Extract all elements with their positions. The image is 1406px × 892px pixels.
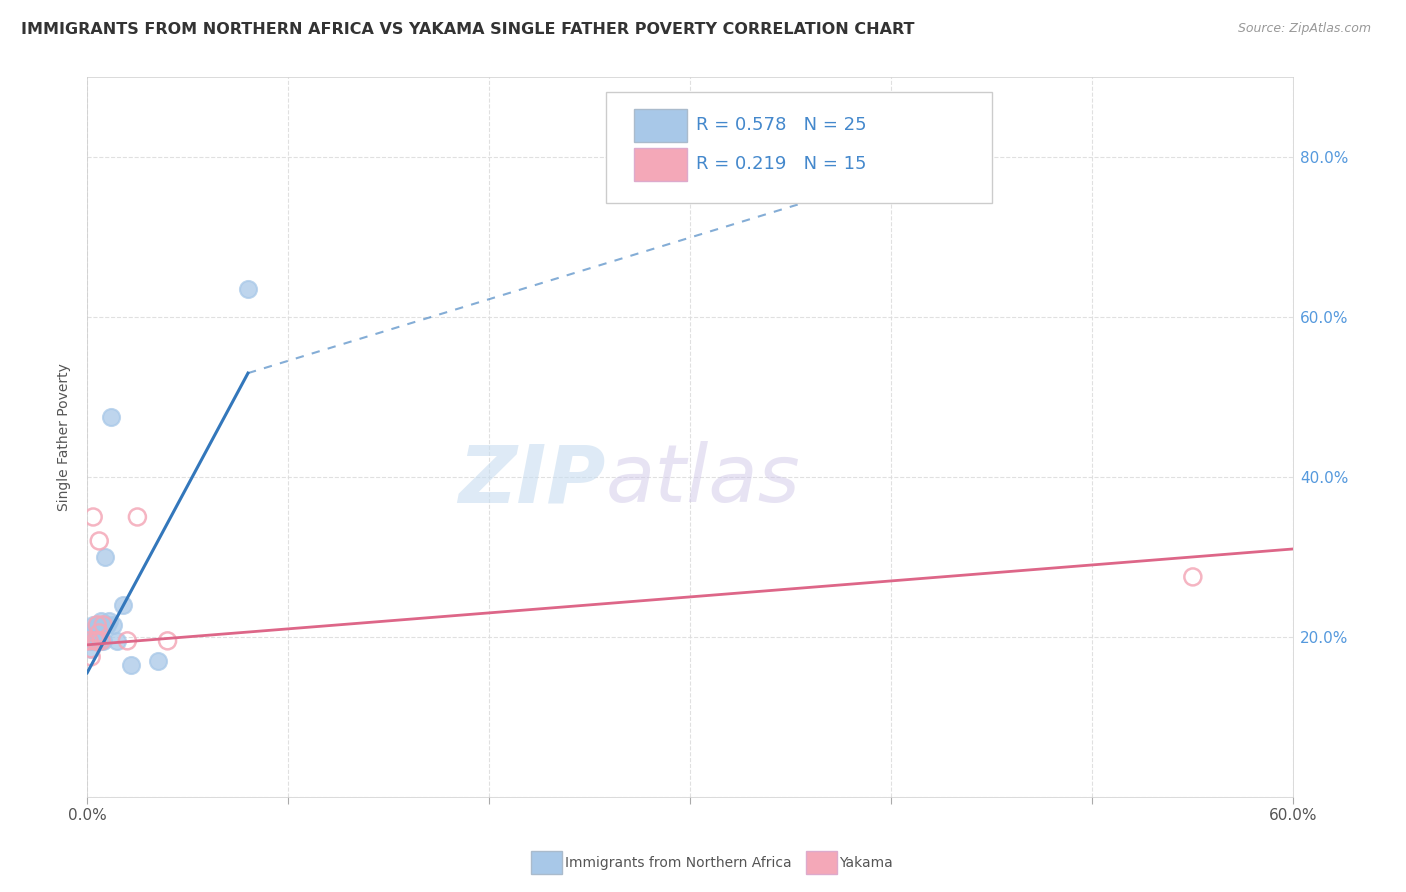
Point	[86, 618, 108, 632]
Point	[84, 622, 107, 636]
Text: Yakama: Yakama	[839, 855, 893, 870]
Point	[80, 630, 103, 644]
Point	[80, 641, 103, 656]
Point	[127, 510, 149, 524]
Point	[86, 633, 108, 648]
Point	[103, 618, 125, 632]
Point	[80, 649, 103, 664]
Point	[236, 282, 259, 296]
Point	[86, 618, 108, 632]
Point	[156, 633, 179, 648]
Point	[82, 618, 104, 632]
Point	[91, 618, 114, 632]
Point	[80, 641, 103, 656]
Point	[89, 618, 111, 632]
Point	[146, 654, 169, 668]
Point	[112, 598, 135, 612]
Point	[84, 633, 107, 648]
Point	[105, 633, 128, 648]
Y-axis label: Single Father Poverty: Single Father Poverty	[58, 363, 72, 511]
Point	[94, 549, 117, 564]
Text: Source: ZipAtlas.com: Source: ZipAtlas.com	[1237, 22, 1371, 36]
Point	[91, 618, 114, 632]
FancyBboxPatch shape	[634, 109, 686, 142]
Point	[82, 510, 104, 524]
Text: Immigrants from Northern Africa: Immigrants from Northern Africa	[565, 855, 792, 870]
Point	[90, 633, 112, 648]
Point	[89, 625, 111, 640]
Text: atlas: atlas	[606, 442, 800, 519]
Point	[96, 618, 118, 632]
Point	[89, 533, 111, 548]
Point	[120, 657, 142, 672]
Point	[89, 630, 111, 644]
Text: R = 0.578   N = 25: R = 0.578 N = 25	[696, 116, 868, 134]
Point	[77, 633, 100, 648]
Point	[1181, 570, 1204, 584]
Point	[84, 633, 107, 648]
Point	[90, 614, 112, 628]
FancyBboxPatch shape	[634, 148, 686, 181]
Point	[91, 633, 114, 648]
Text: ZIP: ZIP	[458, 442, 606, 519]
Point	[98, 614, 121, 628]
Text: R = 0.219   N = 15: R = 0.219 N = 15	[696, 154, 866, 173]
Point	[86, 633, 108, 648]
FancyBboxPatch shape	[606, 92, 991, 203]
Point	[117, 633, 139, 648]
Point	[100, 410, 122, 425]
Text: IMMIGRANTS FROM NORTHERN AFRICA VS YAKAMA SINGLE FATHER POVERTY CORRELATION CHAR: IMMIGRANTS FROM NORTHERN AFRICA VS YAKAM…	[21, 22, 914, 37]
Point	[90, 633, 112, 648]
Point	[82, 633, 104, 648]
Point	[77, 633, 100, 648]
